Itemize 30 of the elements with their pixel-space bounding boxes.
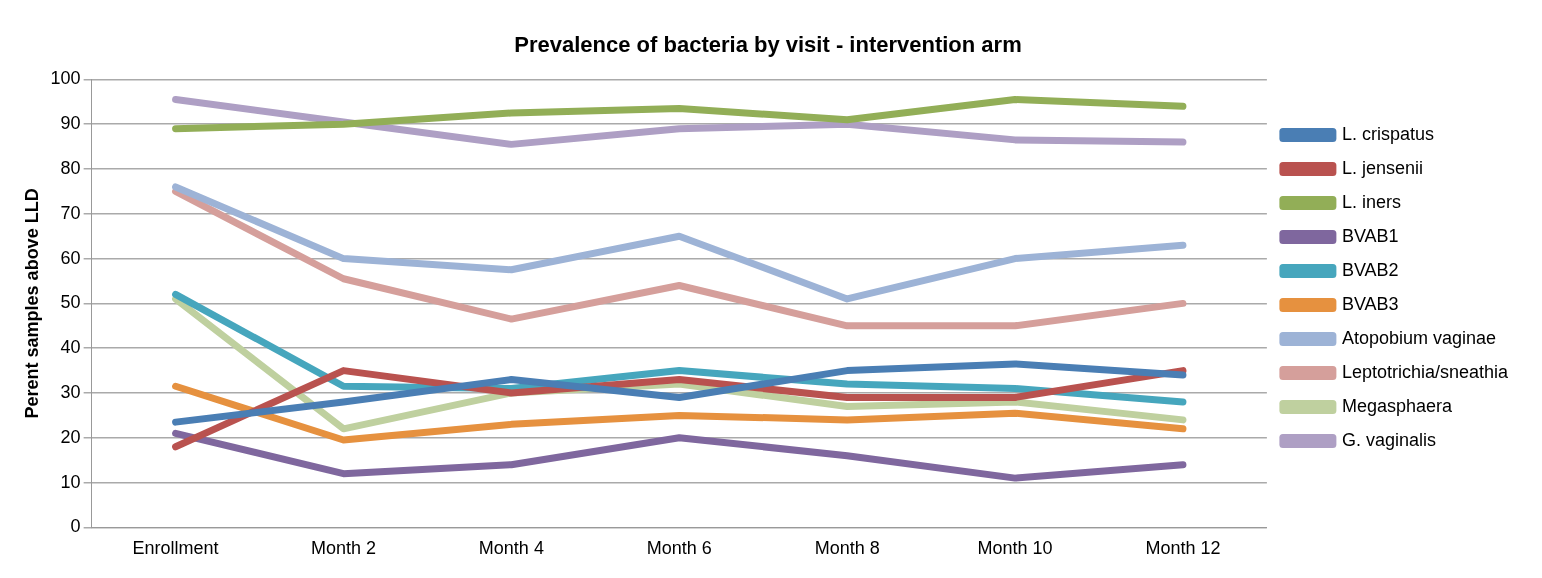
legend-label: G. vaginalis xyxy=(1341,429,1436,450)
legend-label: BVAB2 xyxy=(1341,259,1399,280)
legend-label: Leptotrichia/sneathia xyxy=(1341,361,1509,382)
y-tick-label: 50 xyxy=(60,292,81,313)
y-tick-label: 30 xyxy=(60,381,81,402)
y-tick-label: 80 xyxy=(60,157,81,178)
legend-label: Atopobium vaginae xyxy=(1341,327,1496,348)
y-tick-label: 70 xyxy=(60,202,81,223)
y-tick-label: 40 xyxy=(60,337,81,358)
x-tick-label: Month 6 xyxy=(646,538,712,559)
y-tick-label: 10 xyxy=(60,471,81,492)
x-tick-label: Month 2 xyxy=(310,538,376,559)
legend-label: L. iners xyxy=(1341,191,1401,212)
legend-label: BVAB1 xyxy=(1341,225,1399,246)
legend-label: BVAB3 xyxy=(1341,293,1399,314)
y-tick-label: 0 xyxy=(70,516,81,537)
x-tick-label: Month 12 xyxy=(1145,538,1221,559)
x-tick-label: Enrollment xyxy=(132,538,219,559)
y-tick-label: 90 xyxy=(60,113,81,134)
y-axis-title: Perent samples above LLD xyxy=(21,188,42,419)
x-tick-label: Month 8 xyxy=(814,538,880,559)
y-tick-label: 20 xyxy=(60,426,81,447)
legend-label: L. jensenii xyxy=(1341,157,1423,178)
chart-title: Prevalence of bacteria by visit - intervention arm xyxy=(514,32,1022,58)
legend-label: L. crispatus xyxy=(1341,123,1434,144)
x-tick-label: Month 10 xyxy=(977,538,1053,559)
legend-label: Megasphaera xyxy=(1341,395,1453,416)
y-tick-label: 60 xyxy=(60,247,81,268)
x-tick-label: Month 4 xyxy=(478,538,544,559)
y-tick-label: 100 xyxy=(50,68,81,89)
